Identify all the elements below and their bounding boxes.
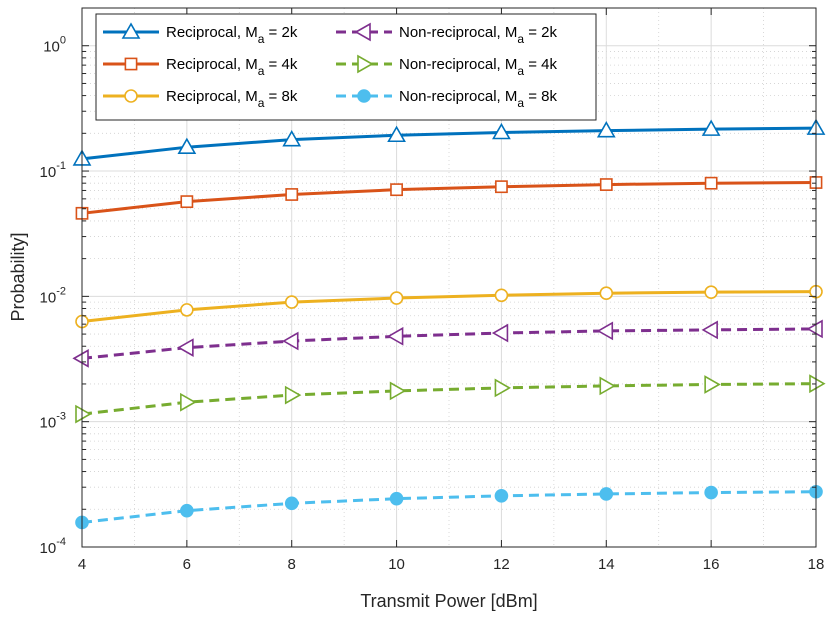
data-point-marker <box>492 122 511 140</box>
data-point-marker <box>599 487 614 501</box>
series-line <box>81 181 817 215</box>
x-tick-label: 8 <box>288 556 296 573</box>
legend-label: Reciprocal, Ma = 8k <box>166 88 298 110</box>
plot-frame <box>81 7 817 548</box>
data-point-marker <box>704 485 718 500</box>
y-tick-label: 10-1 <box>40 160 66 181</box>
data-point-marker <box>596 121 616 138</box>
x-tick-label: 18 <box>808 556 825 573</box>
legend-item-4: Non-reciprocal, Ma = 2k <box>336 22 557 46</box>
x-axis-label: Transmit Power [dBm] <box>360 591 537 611</box>
series-line <box>81 382 817 416</box>
legend: Reciprocal, Ma = 2k Reciprocal, Ma = 4k Re… <box>95 13 597 121</box>
data-point-marker <box>389 491 404 506</box>
data-point-marker <box>704 176 718 190</box>
series-6 <box>75 484 823 530</box>
data-point-marker <box>357 89 371 103</box>
data-point-marker <box>491 323 509 343</box>
data-point-marker <box>121 22 141 39</box>
x-tick-label: 4 <box>78 556 86 573</box>
series-layer <box>72 118 826 530</box>
data-point-marker <box>495 180 508 194</box>
y-tick-label: 10-2 <box>40 285 66 306</box>
data-point-marker <box>177 137 197 154</box>
data-point-marker <box>285 188 299 201</box>
data-point-marker <box>387 125 406 143</box>
data-point-marker <box>180 503 194 518</box>
data-point-marker <box>389 291 404 305</box>
data-point-marker <box>389 381 407 401</box>
legend-label: Non-reciprocal, Ma = 4k <box>399 56 557 78</box>
data-point-marker <box>596 321 614 341</box>
x-tick-label: 6 <box>183 556 191 573</box>
data-point-marker <box>809 374 826 394</box>
y-axis-label: Probability] <box>8 232 28 321</box>
legend-item-2: Reciprocal, Ma = 4k <box>103 56 298 78</box>
data-point-marker <box>282 331 299 351</box>
data-point-marker <box>284 496 299 511</box>
y-tick-label: 10-3 <box>40 411 66 432</box>
series-line <box>81 490 817 524</box>
data-point-marker <box>124 57 138 71</box>
legend-item-1: Reciprocal, Ma = 2k <box>103 22 298 46</box>
y-tick-label: 100 <box>43 35 66 56</box>
legend-label: Reciprocal, Ma = 2k <box>166 24 298 46</box>
data-point-marker <box>701 119 721 136</box>
data-point-marker <box>806 319 823 339</box>
legend-item-3: Reciprocal, Ma = 8k <box>103 88 298 110</box>
data-point-marker <box>180 303 194 317</box>
data-point-marker <box>704 285 718 299</box>
data-point-marker <box>704 375 721 394</box>
data-point-marker <box>177 338 194 357</box>
axis-ticks <box>81 7 817 548</box>
series-line <box>81 327 817 360</box>
data-point-marker <box>124 89 138 103</box>
x-tick-labels: 4 6 8 10 12 14 16 18 <box>78 556 825 573</box>
series-3 <box>75 284 823 329</box>
data-point-marker <box>599 376 616 396</box>
data-point-marker <box>284 295 299 309</box>
data-point-marker <box>357 54 374 74</box>
data-point-marker <box>599 286 614 300</box>
data-point-marker <box>599 178 613 191</box>
x-tick-label: 14 <box>598 556 615 573</box>
data-point-marker <box>75 404 92 424</box>
legend-label: Reciprocal, Ma = 4k <box>166 56 298 78</box>
data-point-marker <box>282 130 302 147</box>
legend-label: Non-reciprocal, Ma = 8k <box>399 88 557 110</box>
series-4 <box>72 319 823 368</box>
x-tick-label: 10 <box>388 556 405 573</box>
x-tick-label: 12 <box>493 556 510 573</box>
data-point-marker <box>390 183 403 197</box>
y-tick-label: 10-4 <box>40 536 66 557</box>
data-point-marker <box>284 385 302 405</box>
data-point-marker <box>494 288 509 303</box>
legend-item-5: Non-reciprocal, Ma = 4k <box>336 54 557 78</box>
data-point-marker <box>494 378 512 398</box>
y-tick-labels: 10-4 10-3 10-2 10-1 100 <box>40 35 66 557</box>
data-point-marker <box>386 326 404 346</box>
legend-label: Non-reciprocal, Ma = 2k <box>399 24 557 46</box>
data-point-marker <box>701 320 718 340</box>
series-5 <box>75 374 826 424</box>
legend-item-6: Non-reciprocal, Ma = 8k <box>336 88 557 110</box>
data-point-marker <box>180 195 194 209</box>
series-line <box>81 290 817 323</box>
data-point-marker <box>494 489 509 503</box>
data-point-marker <box>180 392 197 412</box>
series-1 <box>72 118 826 166</box>
x-tick-label: 16 <box>703 556 720 573</box>
data-point-marker <box>354 22 371 42</box>
series-line <box>81 126 817 161</box>
